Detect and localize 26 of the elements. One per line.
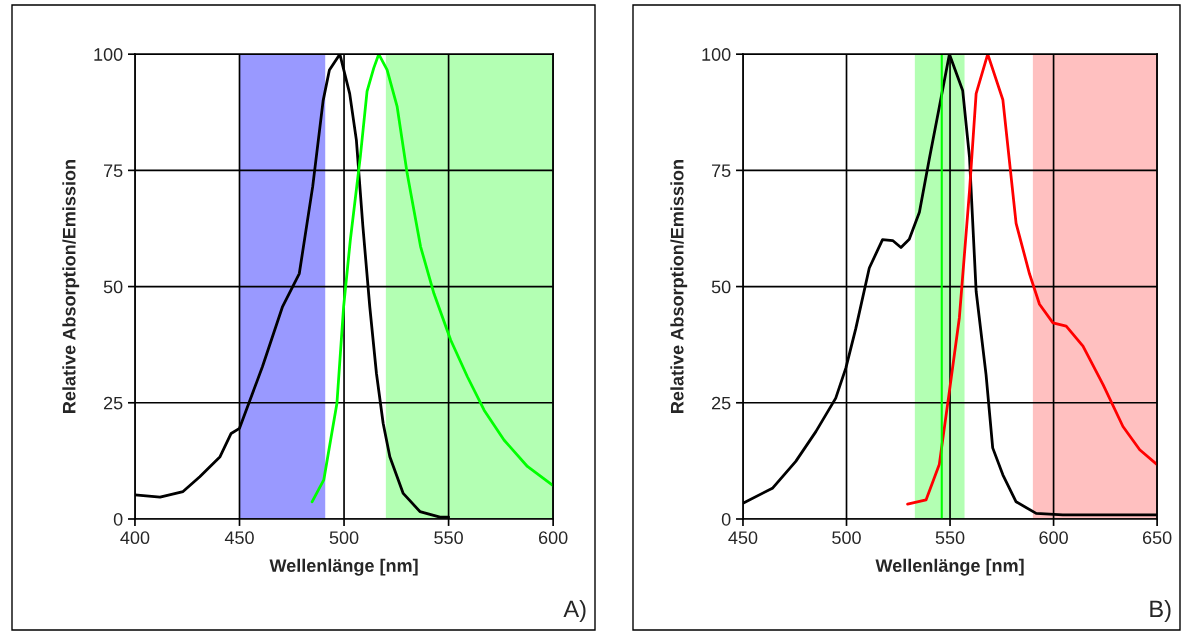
x-axis-title: Wellenlänge [nm]: [875, 558, 1024, 576]
y-tick-label: 75: [712, 164, 731, 178]
y-tick-label: 25: [103, 396, 123, 410]
x-tick-label: 500: [832, 531, 861, 545]
y-tick-label: 100: [702, 48, 731, 61]
text: A): [563, 599, 586, 622]
x-tick-label: 500: [329, 531, 359, 545]
y-axis-title: Relative Absorption/Emission: [62, 160, 80, 413]
y-tick-label: 75: [104, 164, 123, 178]
text: B): [1150, 599, 1171, 622]
x-tick-label: 600: [538, 531, 568, 545]
x-tick-label: 550: [434, 531, 463, 545]
y-tick-label: 0: [721, 512, 731, 526]
x-tick-label: 550: [935, 531, 965, 545]
x-tick-label: 450: [728, 531, 758, 545]
y-tick-label: 25: [712, 396, 731, 410]
x-axis-title: Wellenlänge [nm]: [269, 558, 418, 576]
x-tick-label: 600: [1039, 531, 1068, 545]
y-axis-title: Relative Absorption/Emission: [670, 160, 688, 413]
y-tick-label: 0: [113, 512, 123, 526]
y-tick-label: 50: [103, 280, 123, 294]
y-tick-label: 100: [94, 48, 123, 61]
x-tick-label: 400: [120, 531, 150, 545]
x-tick-label: 650: [1142, 531, 1172, 545]
x-tick-label: 450: [224, 531, 254, 545]
y-tick-label: 50: [711, 280, 731, 294]
